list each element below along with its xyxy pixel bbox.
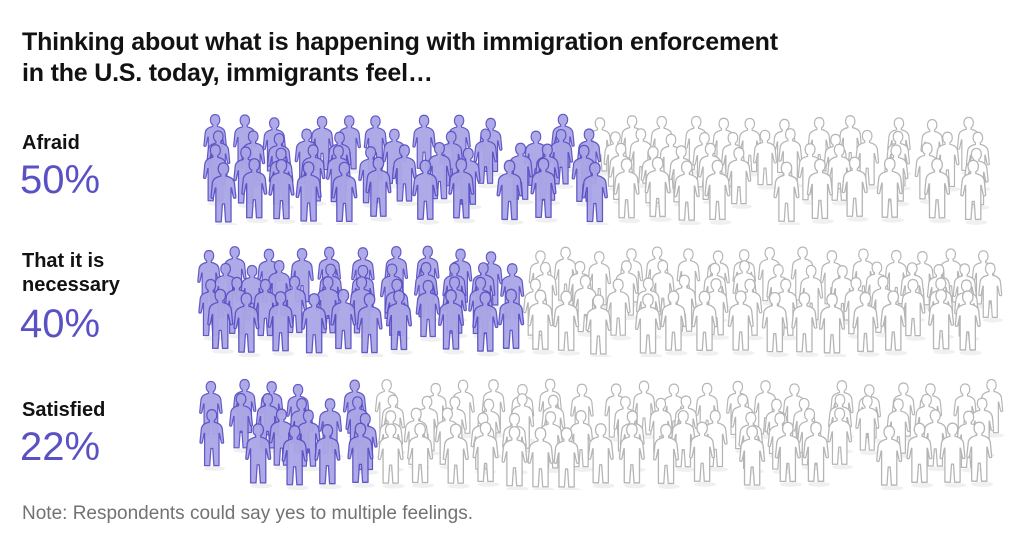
row-percent: 40% <box>20 302 101 346</box>
row-label: That it is necessary <box>22 250 120 296</box>
row-percent: 22% <box>20 425 101 469</box>
people-crowd-icon <box>199 378 1005 490</box>
row-label: Satisfied <box>22 399 106 421</box>
chart-note: Note: Respondents could say yes to multi… <box>22 503 473 524</box>
row-percent: 50% <box>20 158 101 202</box>
people-crowd-icon <box>202 113 991 225</box>
people-crowd-icon <box>197 245 1004 357</box>
row-label: Afraid <box>22 132 80 154</box>
chart-title: Thinking about what is happening with im… <box>22 28 778 87</box>
